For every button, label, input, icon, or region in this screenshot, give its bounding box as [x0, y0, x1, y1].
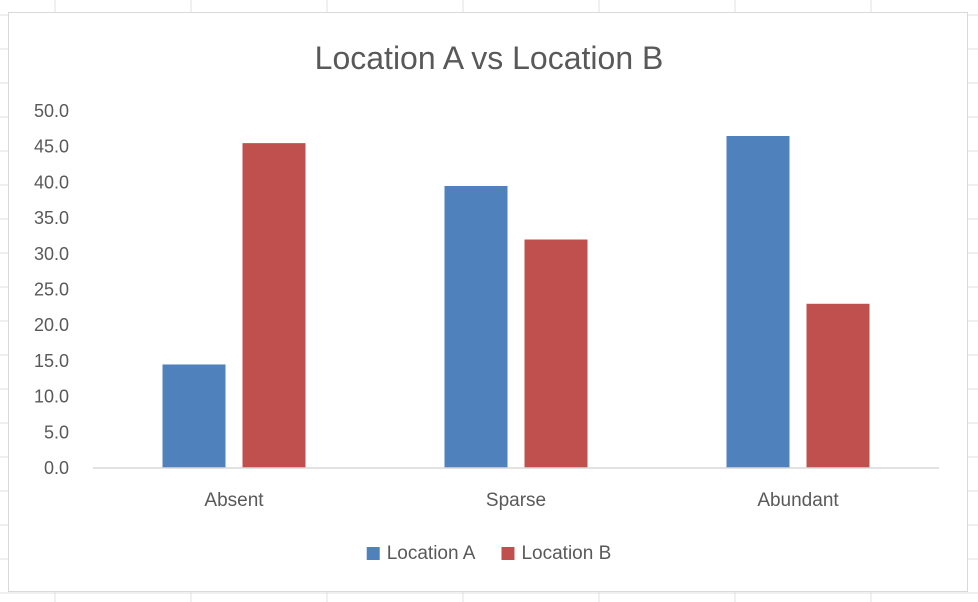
y-tick-label: 20.0 [34, 315, 69, 335]
legend: Location A Location B [366, 543, 611, 564]
y-tick-label: 45.0 [34, 137, 69, 157]
bar-chart: Location A vs Location B 0.0 5.0 10.0 15.0 2… [34, 40, 939, 564]
chart-title: Location A vs Location B [315, 40, 664, 76]
x-category-label: Sparse [486, 490, 546, 511]
bar-location-a-sparse[interactable] [444, 185, 508, 468]
bar-location-b-absent[interactable] [242, 143, 306, 468]
y-tick-label: 40.0 [34, 172, 69, 192]
bar-location-a-abundant[interactable] [726, 135, 790, 468]
legend-label: Location A [387, 543, 476, 564]
legend-item[interactable]: Location A [366, 543, 476, 564]
y-tick-label: 5.0 [44, 422, 69, 442]
bar-location-b-sparse[interactable] [524, 239, 588, 468]
y-axis: 0.0 5.0 10.0 15.0 20.0 25.0 30.0 35.0 40.0 45.0 50… [34, 101, 69, 478]
x-category-label: Absent [204, 490, 264, 511]
y-tick-label: 0.0 [44, 458, 69, 478]
y-tick-label: 15.0 [34, 351, 69, 371]
y-tick-label: 35.0 [34, 208, 69, 228]
legend-label: Location B [521, 543, 611, 564]
bars [162, 135, 870, 468]
y-tick-label: 50.0 [34, 101, 69, 121]
bar-location-a-absent[interactable] [162, 364, 226, 468]
x-category-label: Abundant [757, 490, 839, 511]
x-axis: Absent Sparse Abundant [204, 490, 839, 511]
y-tick-label: 30.0 [34, 244, 69, 264]
legend-swatch [366, 547, 380, 560]
chart-area[interactable]: Location A vs Location B 0.0 5.0 10.0 15.0 2… [8, 12, 968, 592]
legend-swatch [501, 547, 515, 560]
legend-item[interactable]: Location B [501, 543, 611, 564]
y-tick-label: 10.0 [34, 387, 69, 407]
y-tick-label: 25.0 [34, 280, 69, 300]
bar-location-b-abundant[interactable] [806, 303, 870, 468]
